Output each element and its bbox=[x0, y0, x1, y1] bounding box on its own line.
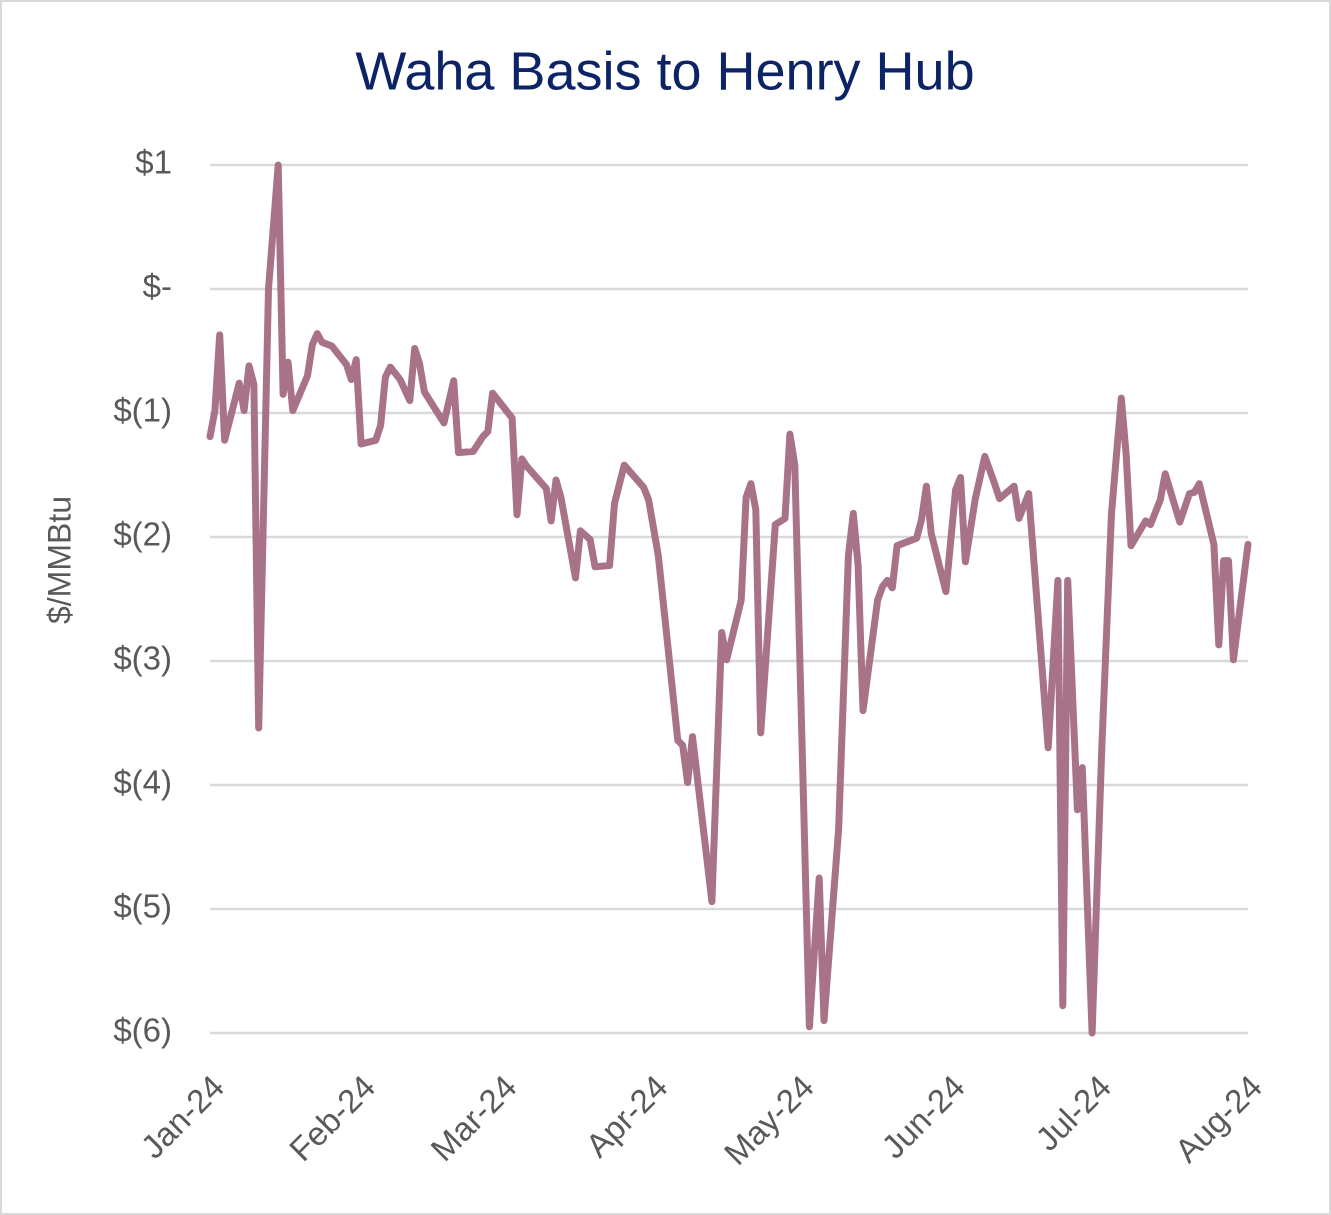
y-axis-title: $/MMBtu bbox=[41, 496, 77, 624]
chart-title: Waha Basis to Henry Hub bbox=[355, 41, 974, 101]
y-tick-label: $(3) bbox=[113, 640, 172, 677]
y-tick-label: $(6) bbox=[113, 1012, 172, 1049]
data-line bbox=[206, 161, 1252, 1037]
y-tick-label: $(1) bbox=[113, 392, 172, 429]
y-tick-label: $- bbox=[143, 268, 172, 305]
y-tick-label: $1 bbox=[135, 144, 172, 181]
y-tick-label: $(4) bbox=[113, 764, 172, 801]
y-tick-label: $(2) bbox=[113, 516, 172, 553]
y-tick-label: $(5) bbox=[113, 888, 172, 925]
